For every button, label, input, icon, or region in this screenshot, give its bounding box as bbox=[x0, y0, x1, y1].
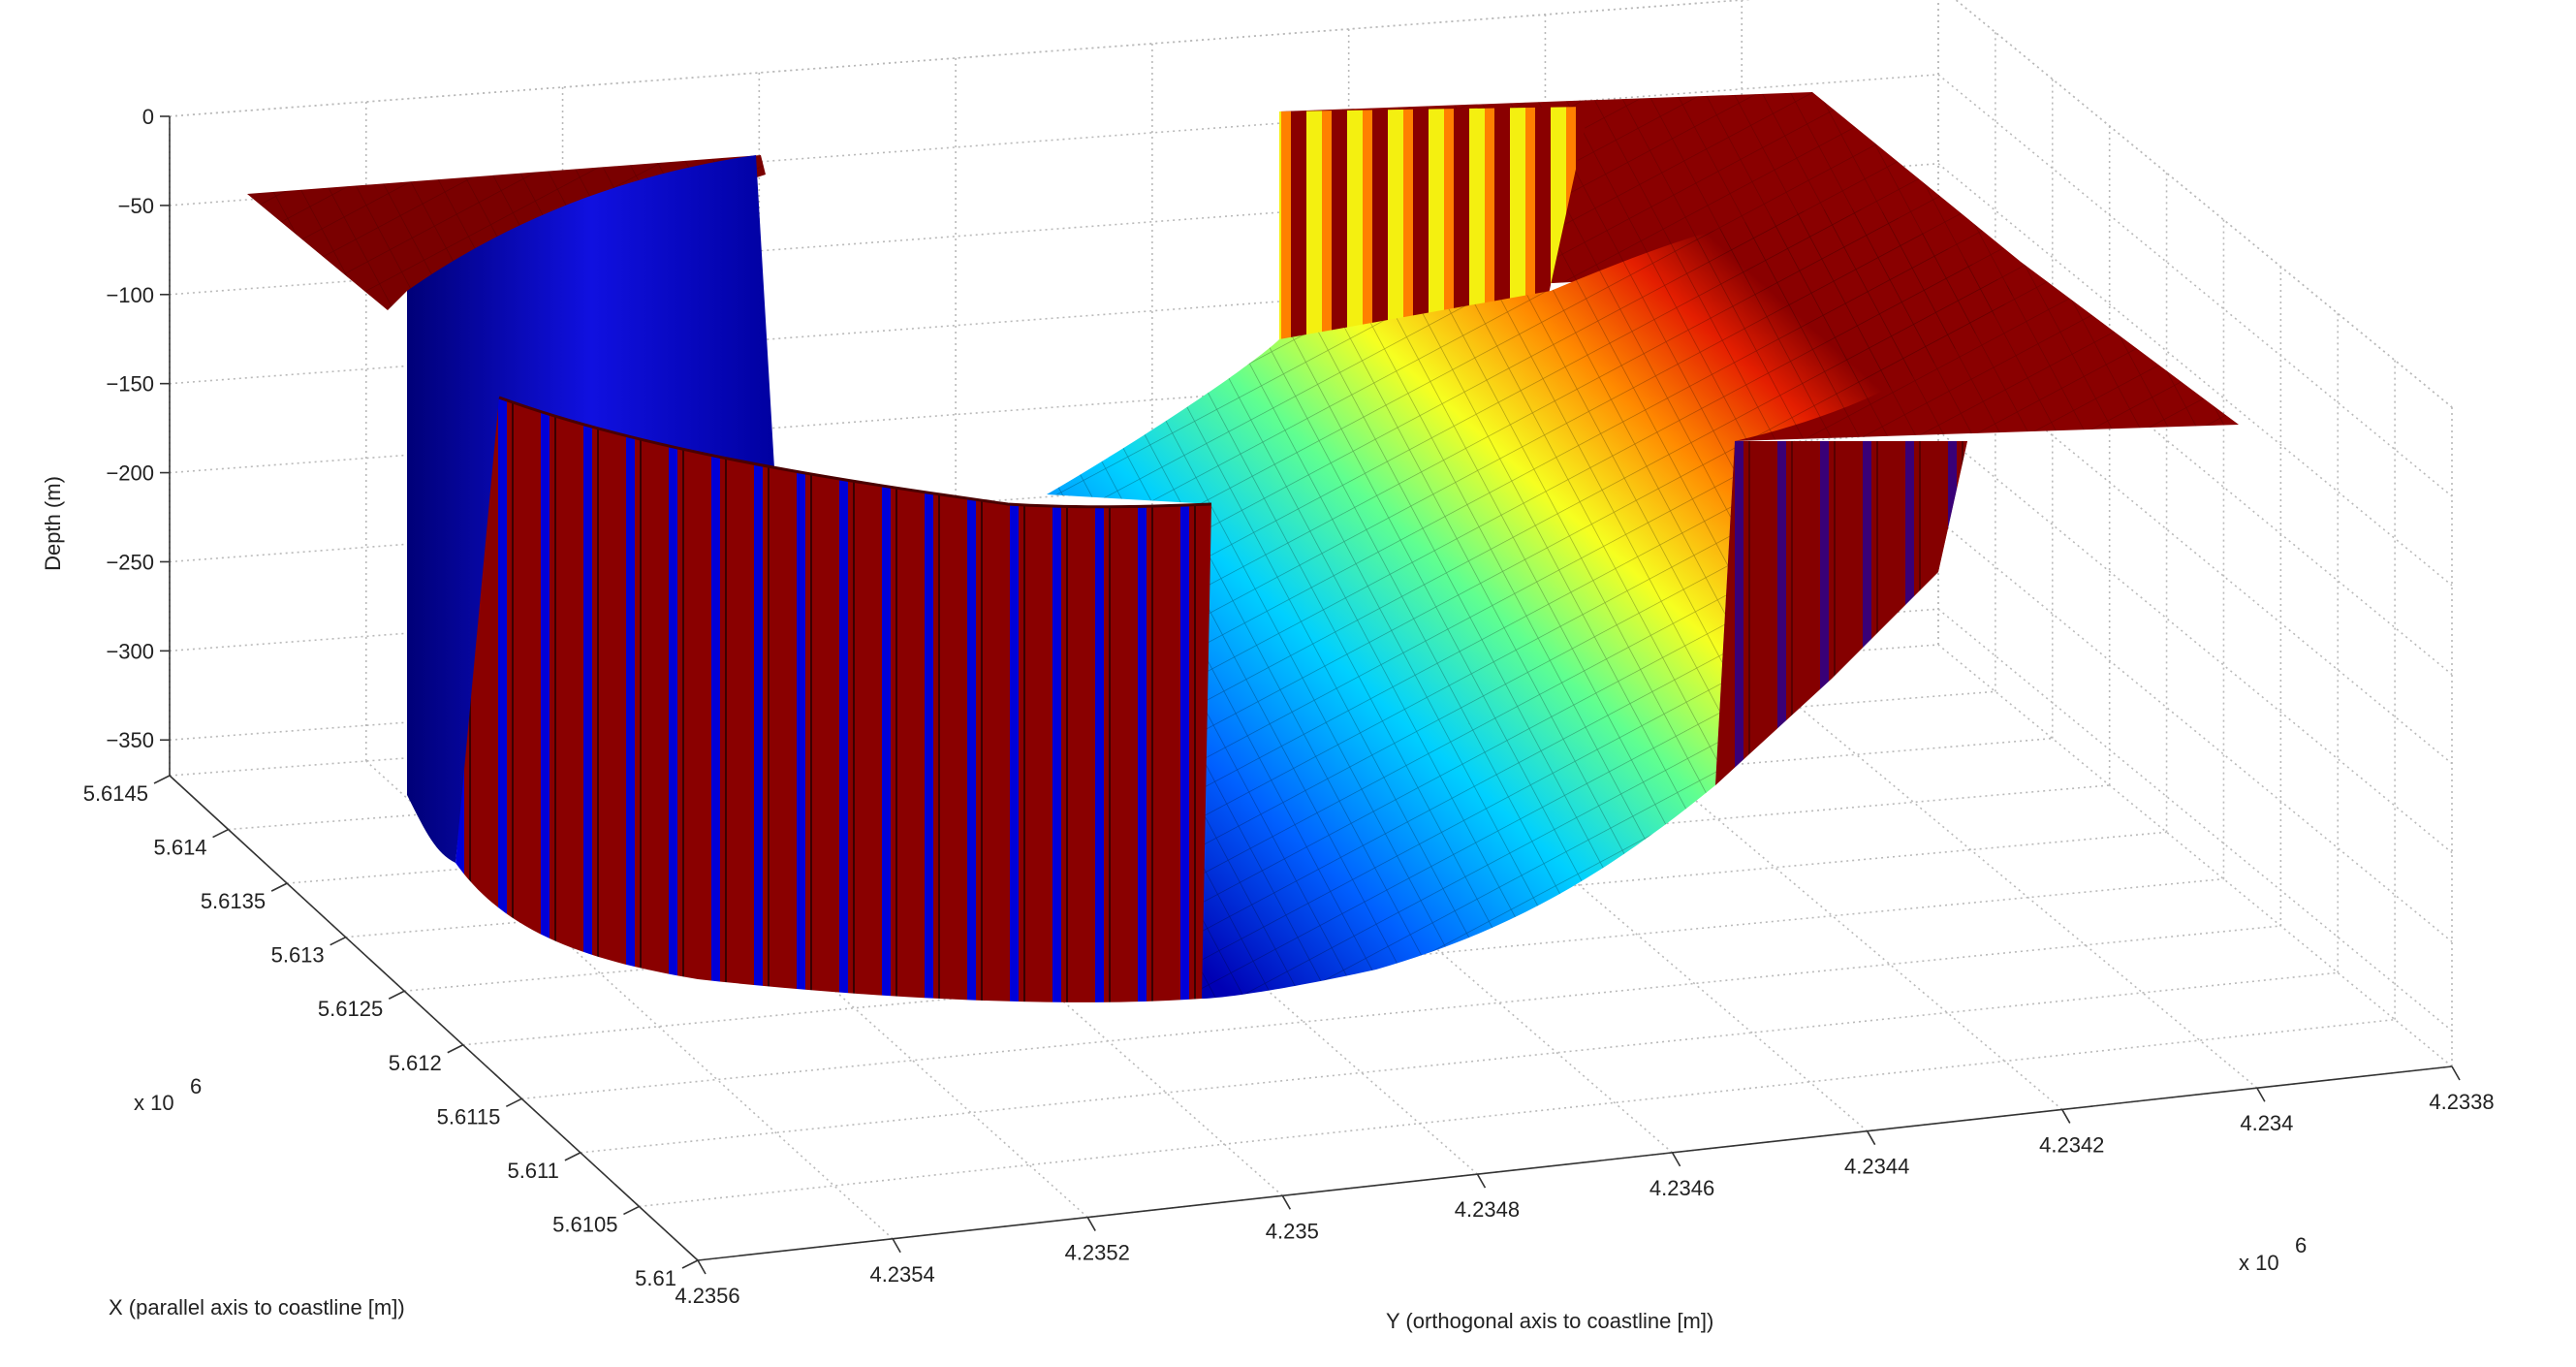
back-wall-striped bbox=[1279, 107, 1589, 339]
x-tick-label: 5.6125 bbox=[318, 997, 383, 1021]
x-multiplier: x 10 6 bbox=[134, 1074, 202, 1115]
y-axis-ticks: 4.23564.23544.23524.2354.23484.23464.234… bbox=[675, 1065, 2495, 1308]
x-tick-mark bbox=[447, 1044, 464, 1054]
x-tick-label: 5.612 bbox=[389, 1051, 442, 1075]
y-tick-label: 4.2348 bbox=[1455, 1197, 1520, 1222]
z-tick-label: −250 bbox=[106, 550, 154, 574]
y-tick-label: 4.2346 bbox=[1649, 1176, 1714, 1200]
floor-gridline bbox=[1937, 644, 2453, 1067]
front-striped-wall bbox=[456, 397, 1211, 1002]
y-axis-line bbox=[697, 1065, 2453, 1261]
y-tick-label: 4.2352 bbox=[1065, 1241, 1130, 1265]
y-tick-mark bbox=[1671, 1152, 1681, 1167]
y-tick-label: 4.2344 bbox=[1844, 1155, 1909, 1179]
z-tick-label: −150 bbox=[106, 372, 154, 397]
wall-gridline bbox=[169, 74, 2453, 497]
x-multiplier-base: x 10 bbox=[134, 1091, 174, 1115]
y-axis-label: Y (orthogonal axis to coastline [m]) bbox=[1386, 1309, 1713, 1333]
z-axis-label: Depth (m) bbox=[41, 476, 65, 571]
y-tick-mark bbox=[697, 1259, 707, 1275]
x-tick-mark bbox=[564, 1152, 581, 1161]
slope-surface-mesh bbox=[1047, 208, 2016, 1000]
y-multiplier: x 10 6 bbox=[2239, 1233, 2307, 1275]
x-tick-mark bbox=[270, 882, 288, 892]
x-tick-mark bbox=[681, 1259, 699, 1269]
x-axis-label: X (parallel axis to coastline [m]) bbox=[109, 1295, 405, 1319]
floor-gridline bbox=[580, 971, 2339, 1154]
x-tick-label: 5.6115 bbox=[437, 1104, 501, 1129]
y-tick-mark bbox=[2061, 1109, 2071, 1124]
floor-gridline bbox=[639, 1018, 2396, 1208]
x-tick-label: 5.61 bbox=[635, 1266, 676, 1290]
x-tick-label: 5.6145 bbox=[83, 781, 148, 806]
y-tick-label: 4.2354 bbox=[869, 1262, 934, 1287]
z-tick-label: −350 bbox=[106, 728, 154, 752]
y-tick-mark bbox=[892, 1238, 901, 1254]
y-multiplier-exponent: 6 bbox=[2295, 1233, 2307, 1257]
y-multiplier-base: x 10 bbox=[2239, 1251, 2279, 1275]
wall-gridline bbox=[169, 162, 2453, 587]
z-tick-label: −100 bbox=[106, 283, 154, 307]
z-tick-label: 0 bbox=[142, 105, 154, 129]
wall-gridline bbox=[169, 429, 2453, 854]
z-tick-label: −50 bbox=[118, 194, 154, 218]
y-tick-mark bbox=[1281, 1194, 1292, 1210]
floor-gridline bbox=[365, 760, 894, 1240]
right-wall-stripes bbox=[1715, 441, 1967, 785]
y-tick-label: 4.2356 bbox=[675, 1284, 739, 1308]
box-top-edge bbox=[169, 0, 2453, 408]
x-tick-label: 5.6105 bbox=[552, 1212, 617, 1236]
wall-gridline bbox=[169, 340, 2453, 765]
y-tick-mark bbox=[1476, 1173, 1487, 1189]
x-axis-ticks: 5.61 5.6105 5.611 5.6115 5.612 5.6125 5.613 5.6… bbox=[83, 775, 699, 1290]
floor-gridline bbox=[1741, 658, 2258, 1089]
x-tick-mark bbox=[623, 1205, 640, 1216]
z-tick-label: −300 bbox=[106, 639, 154, 663]
x-tick-mark bbox=[388, 990, 405, 1000]
y-tick-label: 4.235 bbox=[1266, 1219, 1319, 1243]
x-tick-label: 5.613 bbox=[271, 943, 325, 968]
x-axis-line bbox=[169, 775, 699, 1261]
left-blue-wall bbox=[407, 155, 775, 863]
y-tick-label: 4.2338 bbox=[2429, 1090, 2494, 1114]
bathymetry-surface bbox=[247, 92, 2239, 1002]
x-tick-mark bbox=[153, 775, 171, 784]
x-multiplier-exponent: 6 bbox=[190, 1074, 202, 1098]
x-tick-label: 5.614 bbox=[153, 836, 206, 860]
y-tick-mark bbox=[1086, 1217, 1096, 1231]
y-tick-mark bbox=[1866, 1130, 1876, 1146]
y-tick-mark bbox=[2256, 1087, 2266, 1102]
floor-gridline bbox=[1544, 673, 2063, 1111]
x-tick-label: 5.6135 bbox=[201, 889, 266, 913]
x-tick-label: 5.611 bbox=[507, 1159, 558, 1183]
x-tick-mark bbox=[505, 1097, 522, 1108]
z-tick-label: −200 bbox=[106, 461, 154, 486]
y-tick-mark bbox=[2451, 1065, 2461, 1081]
x-tick-mark bbox=[212, 828, 229, 839]
x-tick-mark bbox=[330, 936, 347, 946]
wall-gridline bbox=[169, 519, 2453, 942]
floor-gridline bbox=[521, 925, 2281, 1100]
wall-gridline bbox=[169, 608, 2453, 1032]
front-wall-rim bbox=[498, 396, 1212, 509]
y-tick-label: 4.2342 bbox=[2039, 1132, 2104, 1157]
y-tick-label: 4.234 bbox=[2240, 1111, 2293, 1135]
z-axis-ticks: 0 −50 −100 −150 −200 −250 −300 −350 bbox=[106, 105, 170, 752]
wall-gridline bbox=[169, 251, 2453, 676]
